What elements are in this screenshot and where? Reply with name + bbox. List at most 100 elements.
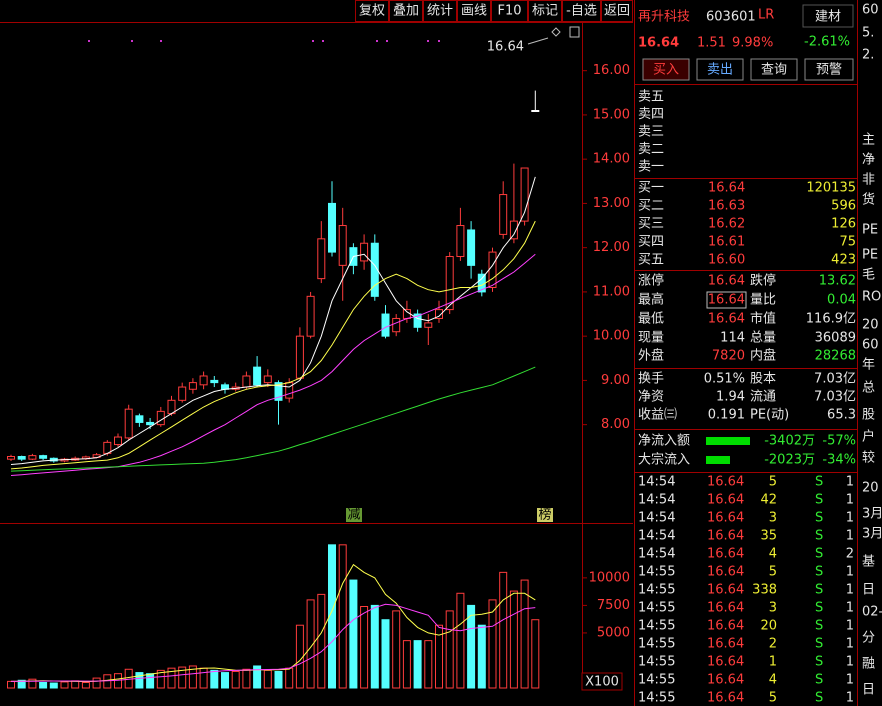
volume-bar [370,604,379,689]
toolbar-button[interactable] [423,0,457,22]
stat-label: 股本 [750,372,776,387]
trade-count: 1 [846,511,854,526]
side-text: 日 [862,583,875,598]
side-text: 日 [862,683,875,698]
ma-line [10,220,536,470]
volume-bar [178,666,187,689]
trade-time: 14:55 [638,691,675,706]
icon[interactable] [569,26,580,38]
stat-value: 36089 [815,331,856,346]
bid-price: 16.61 [708,235,745,250]
trade-volume: 3 [769,511,777,526]
volume-bar [477,624,486,689]
trade-count: 1 [846,673,854,688]
trade-button[interactable] [696,58,744,81]
trade-price: 16.64 [707,673,744,688]
trade-button[interactable] [750,58,798,81]
y-tick-label: 11.00 [593,284,630,299]
volume-bar [114,673,122,689]
trade-time: 14:55 [638,637,675,652]
toolbar-label: 统计 [427,4,453,19]
stat-value: 16.64 [708,274,745,289]
toolbar-button[interactable] [601,0,633,22]
stat-label: 总量 [750,331,776,346]
marker-box [537,508,553,522]
icon[interactable] [551,27,561,37]
volume-bar [231,670,240,689]
side-text: 融 [862,657,875,672]
marker-box [346,508,362,522]
price-annotation: 16.64 [487,40,524,55]
toolbar-button[interactable] [562,0,601,22]
stat-label: 净资 [638,390,664,405]
side-text: 货 [862,192,875,208]
trade-button[interactable] [642,58,690,81]
stat-label: PE(动) [750,408,789,423]
stat-label: 现量 [638,331,664,346]
volume-bar [7,680,15,689]
volume-bar [499,571,508,689]
trade-volume: 4 [769,547,777,562]
stat-value: 0.51% [704,372,745,387]
stat-value: 116.9亿 [806,312,856,327]
candle-body [188,382,197,390]
y-tick-label: 8.00 [601,417,630,432]
toolbar-label: 复权 [359,3,385,19]
candle-body [435,309,443,319]
trade-volume: 5 [769,565,777,580]
candle-body [467,229,476,266]
bid-volume: 126 [831,217,856,232]
trade-time: 14:55 [638,583,675,598]
candle-body [338,225,347,266]
volume-bar [381,619,390,689]
trade-side: S [815,673,823,688]
trade-count: 1 [846,529,854,544]
toolbar-button[interactable] [355,0,389,22]
marker: 榜 [538,507,551,523]
side-text: 3月 [862,507,882,522]
volume-bar [49,682,58,689]
toolbar-label: 画线 [461,4,487,19]
trade-price: 16.64 [707,493,744,508]
volume-bar [456,592,465,689]
industry-box[interactable] [802,4,854,28]
candle-body [381,313,390,337]
trade-price: 16.64 [707,691,744,706]
volume-bar [253,665,262,689]
trade-side: S [815,529,823,544]
trade-time: 14:55 [638,673,675,688]
y-tick-label: 13.00 [593,196,630,211]
toolbar-button[interactable] [389,0,423,22]
industry: 建材 [815,10,841,25]
volume-bar [81,681,90,689]
stat-value: 65.3 [827,408,856,423]
volume-bar [210,669,219,689]
side-text: 20 [862,481,879,496]
volume-bar [317,593,326,689]
candle-body [242,375,251,388]
side-text: 户 [862,429,875,445]
side-text: PE [862,223,878,238]
trade-time: 14:54 [638,475,675,490]
candle-body [295,335,304,379]
candle-body [488,251,497,288]
trade-price: 16.64 [707,655,744,670]
stat-label: 最低 [638,312,664,327]
candle-body [274,382,283,401]
volume-bar [509,590,518,689]
candle-body [156,410,165,426]
stat-value: 114 [720,331,745,346]
toolbar-button[interactable] [457,0,491,22]
trade-volume: 1 [769,655,777,670]
trade-side: S [815,493,823,508]
annotation-pointer [527,37,549,45]
trade-time: 14:54 [638,493,675,508]
trade-button[interactable] [804,58,854,81]
toolbar-button[interactable] [491,0,528,22]
candle-body [328,202,336,253]
candle-body [360,242,369,262]
flow-bar [706,437,750,445]
toolbar-button[interactable] [528,0,562,22]
ma-line [10,603,536,682]
trade-button-label: 买入 [653,63,679,78]
